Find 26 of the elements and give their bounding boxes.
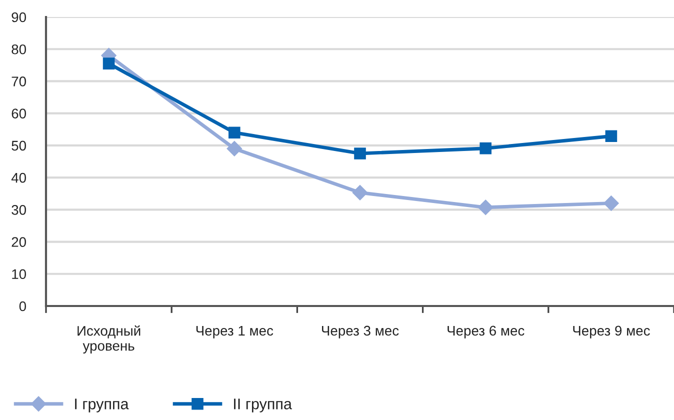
x-tick-label: Через 3 мес <box>322 326 399 338</box>
point <box>605 130 618 142</box>
y-tick-label: 70 <box>12 76 26 86</box>
legend-label: I группа <box>75 398 129 412</box>
point <box>478 200 494 215</box>
x-tick-label: Через 9 мес <box>573 326 650 338</box>
y-tick-label: 30 <box>12 205 26 215</box>
y-tick-label: 40 <box>11 172 26 183</box>
y-tick-label: 80 <box>12 44 26 54</box>
x-tick-label: Через 1 мес <box>196 326 274 338</box>
y-tick-label: 0 <box>19 301 26 312</box>
y-tick-label: 50 <box>12 140 26 151</box>
y-tick-label: 90 <box>12 12 26 22</box>
y-tick-label: 10 <box>12 269 26 280</box>
point <box>604 196 619 211</box>
x-tick-label: Через 6 мес <box>448 326 524 338</box>
point <box>480 142 492 154</box>
point <box>102 58 115 70</box>
point <box>354 148 366 160</box>
point <box>226 141 242 156</box>
y-tick-label: 20 <box>12 237 26 247</box>
y-tick-label: 60 <box>12 108 26 119</box>
x-tick-label: Исходный уровень <box>78 325 140 354</box>
legend-label: II группа <box>234 398 292 412</box>
point <box>352 185 368 200</box>
point <box>228 126 240 139</box>
